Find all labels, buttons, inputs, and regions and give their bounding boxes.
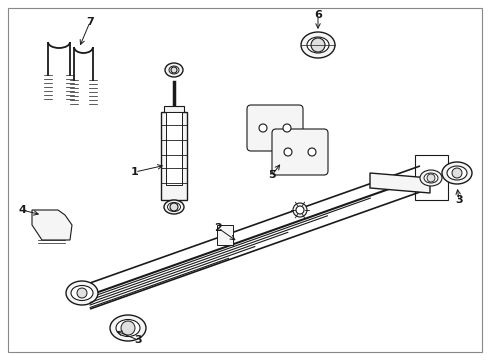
Circle shape	[284, 148, 292, 156]
Circle shape	[121, 321, 135, 335]
FancyBboxPatch shape	[272, 129, 328, 175]
Polygon shape	[161, 112, 187, 200]
Ellipse shape	[447, 166, 467, 180]
Ellipse shape	[168, 202, 180, 211]
Text: 3: 3	[134, 335, 142, 345]
Circle shape	[283, 124, 291, 132]
Text: 7: 7	[86, 17, 94, 27]
Ellipse shape	[164, 200, 184, 214]
Ellipse shape	[169, 66, 179, 74]
Polygon shape	[370, 173, 430, 193]
Circle shape	[311, 38, 325, 52]
Polygon shape	[217, 225, 233, 245]
FancyBboxPatch shape	[247, 105, 303, 151]
Text: 3: 3	[455, 195, 463, 205]
Text: 2: 2	[214, 223, 222, 233]
Polygon shape	[166, 112, 182, 185]
Circle shape	[308, 148, 316, 156]
Circle shape	[293, 203, 307, 217]
Ellipse shape	[301, 32, 335, 58]
Polygon shape	[164, 106, 184, 112]
Polygon shape	[32, 210, 72, 240]
Text: 6: 6	[314, 10, 322, 20]
Circle shape	[296, 206, 304, 214]
Ellipse shape	[424, 173, 438, 183]
Ellipse shape	[71, 285, 93, 301]
Circle shape	[259, 124, 267, 132]
Circle shape	[77, 288, 87, 298]
Circle shape	[427, 174, 435, 182]
Ellipse shape	[165, 63, 183, 77]
Ellipse shape	[307, 37, 329, 53]
Circle shape	[171, 67, 177, 73]
Circle shape	[452, 168, 462, 178]
Ellipse shape	[110, 315, 146, 341]
Text: 1: 1	[131, 167, 139, 177]
Ellipse shape	[442, 162, 472, 184]
Ellipse shape	[420, 170, 442, 186]
Text: 4: 4	[18, 205, 26, 215]
Circle shape	[170, 203, 178, 211]
Ellipse shape	[66, 281, 98, 305]
Text: 5: 5	[268, 170, 276, 180]
Ellipse shape	[116, 320, 140, 337]
